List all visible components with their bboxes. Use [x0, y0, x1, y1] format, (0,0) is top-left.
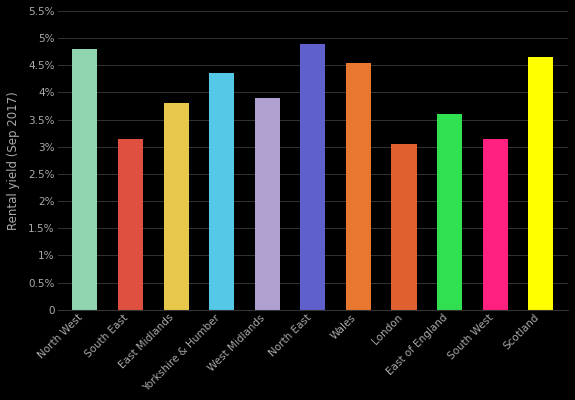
Bar [72, 49, 97, 310]
Bar [346, 62, 371, 310]
Bar [437, 114, 462, 310]
Bar [255, 98, 280, 310]
Bar [300, 44, 325, 310]
Bar [118, 139, 143, 310]
Bar [482, 139, 508, 310]
Y-axis label: Rental yield (Sep 2017): Rental yield (Sep 2017) [7, 91, 20, 230]
Bar [163, 103, 189, 310]
Bar [528, 57, 553, 310]
Bar [392, 144, 416, 310]
Bar [209, 74, 234, 310]
